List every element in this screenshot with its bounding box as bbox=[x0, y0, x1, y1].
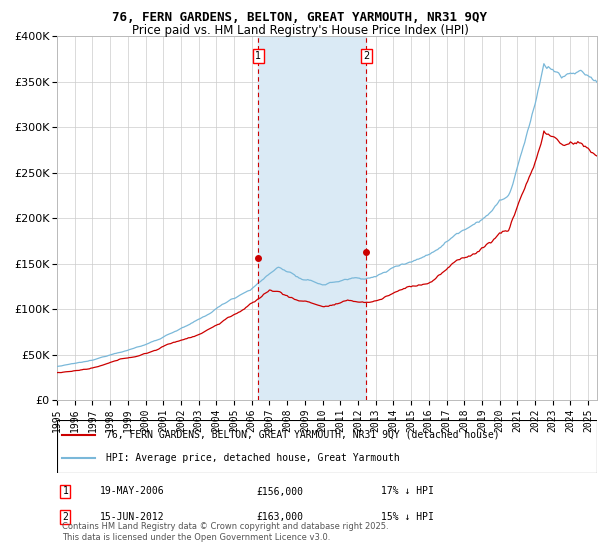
Text: 2: 2 bbox=[62, 512, 68, 522]
Bar bbox=[259, 36, 366, 400]
Text: 15% ↓ HPI: 15% ↓ HPI bbox=[381, 512, 434, 522]
Text: 1: 1 bbox=[256, 51, 262, 61]
Text: 15-JUN-2012: 15-JUN-2012 bbox=[100, 512, 165, 522]
Text: 76, FERN GARDENS, BELTON, GREAT YARMOUTH, NR31 9QY (detached house): 76, FERN GARDENS, BELTON, GREAT YARMOUTH… bbox=[106, 430, 499, 440]
Text: 17% ↓ HPI: 17% ↓ HPI bbox=[381, 487, 434, 497]
Text: £156,000: £156,000 bbox=[257, 487, 304, 497]
Text: Price paid vs. HM Land Registry's House Price Index (HPI): Price paid vs. HM Land Registry's House … bbox=[131, 24, 469, 37]
Text: Contains HM Land Registry data © Crown copyright and database right 2025.
This d: Contains HM Land Registry data © Crown c… bbox=[62, 522, 389, 542]
Text: 2: 2 bbox=[363, 51, 369, 61]
Text: HPI: Average price, detached house, Great Yarmouth: HPI: Average price, detached house, Grea… bbox=[106, 453, 400, 463]
Text: 76, FERN GARDENS, BELTON, GREAT YARMOUTH, NR31 9QY: 76, FERN GARDENS, BELTON, GREAT YARMOUTH… bbox=[113, 11, 487, 24]
Text: £163,000: £163,000 bbox=[257, 512, 304, 522]
Text: 19-MAY-2006: 19-MAY-2006 bbox=[100, 487, 165, 497]
Text: 1: 1 bbox=[62, 487, 68, 497]
